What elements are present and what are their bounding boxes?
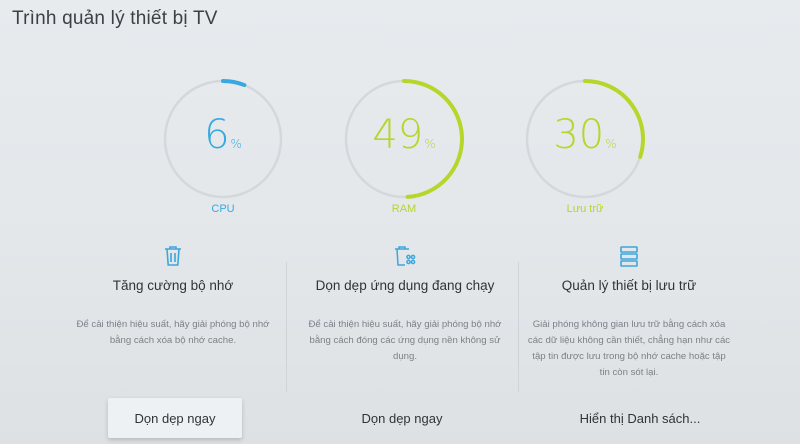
storage-icon [514, 244, 744, 268]
section-divider [286, 262, 287, 392]
storage-gauge: 30% [524, 78, 646, 200]
storage-value-unit: % [605, 137, 617, 151]
page-title: Trình quản lý thiết bị TV [12, 8, 218, 29]
ram-gauge-ring [344, 79, 464, 199]
ram-value-number: 49 [372, 112, 424, 158]
boost-memory-description: Để cải thiện hiệu suất, hãy giải phóng b… [76, 319, 270, 346]
storage-gauge-value: 30% [524, 112, 646, 158]
gauge-progress-arc [402, 79, 464, 199]
ram-gauge-value: 49% [343, 112, 465, 158]
clean-apps-title: Dọn dẹp ứng dụng đang chạy [315, 278, 495, 293]
show-list-button[interactable]: Hiển thị Danh sách... [579, 410, 701, 426]
storage-manager-section: Quản lý thiết bị lưu trữ Giải phóng khôn… [514, 244, 744, 381]
storage-manager-title: Quản lý thiết bị lưu trữ [561, 278, 697, 293]
section-divider [518, 262, 519, 392]
cpu-value-unit: % [230, 137, 242, 151]
cpu-gauge-value: 6% [162, 112, 284, 158]
cpu-value-number: 6 [204, 112, 230, 158]
cpu-gauge-ring [163, 79, 283, 199]
ram-label: RAM [391, 203, 417, 215]
gauge-progress-arc [221, 79, 247, 88]
storage-manager-description: Giải phóng không gian lưu trữ bằng cách … [527, 319, 731, 378]
cpu-gauge: 6% [162, 78, 284, 200]
ram-gauge: 49% [343, 78, 465, 200]
trash-icon [58, 244, 288, 268]
clean-apps-section: Dọn dẹp ứng dụng đang chạy Để cải thiện … [290, 244, 520, 365]
gauge-progress-arc [583, 79, 645, 159]
storage-value-number: 30 [553, 112, 605, 158]
boost-memory-title: Tăng cường bộ nhớ [112, 278, 234, 293]
clean-apps-description: Để cải thiện hiệu suất, hãy giải phóng b… [308, 319, 502, 362]
storage-gauge-ring [525, 79, 645, 199]
clean-apps-button[interactable]: Dọn dẹp ngay [361, 410, 443, 426]
clean-memory-button[interactable]: Dọn dẹp ngay [108, 398, 242, 438]
ram-value-unit: % [424, 137, 436, 151]
trash-apps-icon [290, 244, 520, 268]
storage-label: Lưu trữ [566, 203, 604, 215]
boost-memory-section: Tăng cường bộ nhớ Để cải thiện hiệu suất… [58, 244, 288, 349]
cpu-label: CPU [211, 203, 235, 215]
